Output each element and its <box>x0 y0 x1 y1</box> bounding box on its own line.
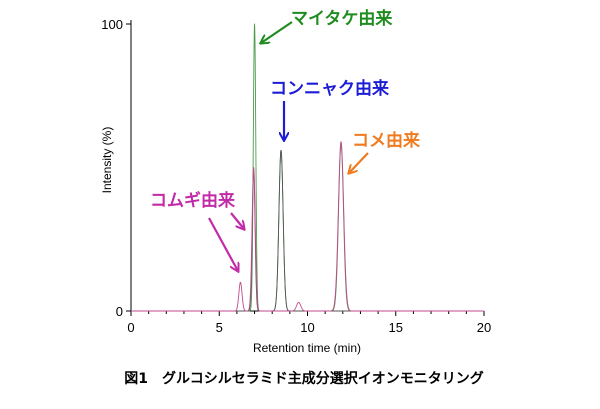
y-axis-title: Intensity (%) <box>100 127 114 194</box>
series-layer <box>130 23 485 312</box>
y-tick-label: 100 <box>101 17 123 32</box>
x-tick-label: 0 <box>127 320 134 335</box>
annotation-maitake-arrow <box>261 21 293 43</box>
series-line-1 <box>130 149 485 312</box>
annotation-kome-label: コメ由来 <box>352 130 421 151</box>
x-tick-label: 5 <box>216 320 223 335</box>
annotation-komugi-label: コムギ由来 <box>150 190 236 211</box>
x-ticks: 0 5 10 15 20 <box>127 311 491 335</box>
annotation-kome: コメ由来 <box>349 130 421 173</box>
x-tick-label: 10 <box>300 320 314 335</box>
annotation-kome-arrow <box>349 152 369 173</box>
series-line-0 <box>130 23 485 312</box>
annotation-konnyaku: コンニャク由来 <box>270 78 390 140</box>
y-ticks: 0 100 <box>101 17 131 319</box>
x-tick-label: 20 <box>477 320 491 335</box>
annotation-komugi-arrow-2 <box>208 217 238 271</box>
y-tick-label: 0 <box>116 304 123 319</box>
x-axis-title: Retention time (min) <box>253 341 361 355</box>
annotation-komugi-arrow-1 <box>230 212 244 229</box>
annotation-maitake-label: マイタケ由来 <box>291 8 393 29</box>
series-line-2 <box>130 141 485 312</box>
annotation-maitake: マイタケ由来 <box>261 8 393 43</box>
annotation-komugi: コムギ由来 <box>150 190 244 271</box>
axes <box>130 20 484 312</box>
figure-caption: 図1 グルコシルセラミド主成分選択イオンモニタリング <box>124 370 483 387</box>
x-tick-label: 15 <box>389 320 403 335</box>
annotation-konnyaku-label: コンニャク由来 <box>270 78 390 99</box>
